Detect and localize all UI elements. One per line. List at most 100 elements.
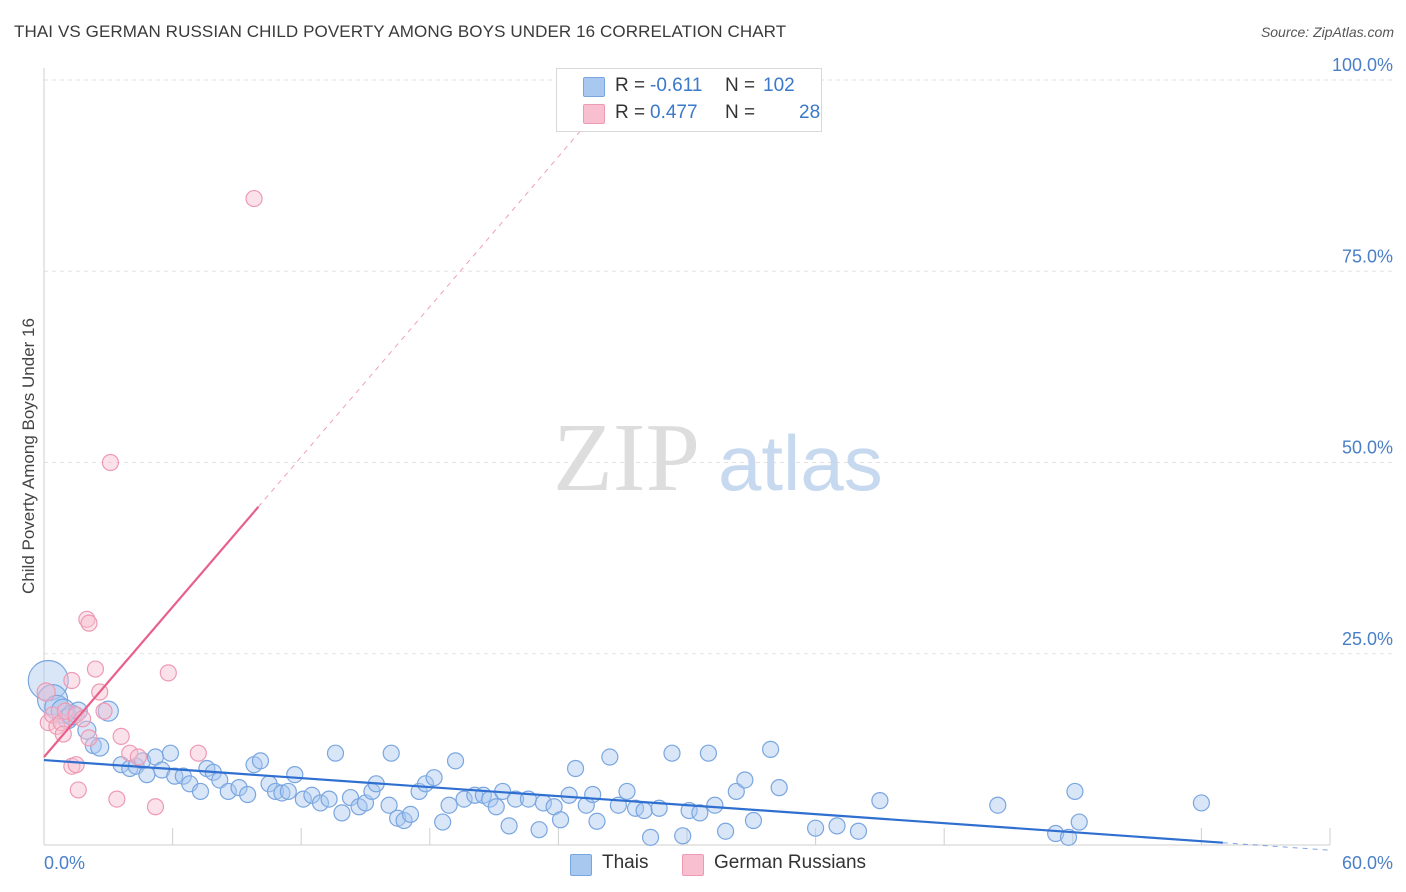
thai-point [601,748,619,766]
thai-point [1059,828,1078,846]
correlation-legend: R = -0.611 N = 102 R = 0.477 N = 28 [556,68,822,132]
r-label: R = [615,75,646,96]
thai-point [161,744,180,762]
thai-point [871,792,889,810]
thai-point [699,744,718,762]
german-russian-trend-extension [257,118,591,508]
watermark-zip: ZIP [553,404,700,512]
thai-point [395,811,413,830]
thai-point [551,811,570,829]
watermark: ZIP atlas [553,404,883,512]
y-tick-label: 75.0% [1342,246,1393,266]
thai-point [706,796,724,814]
thai-point [382,744,400,762]
german-russian-point [121,744,139,762]
thais-swatch [583,77,605,97]
thai-point [380,796,398,814]
german-russian-point [95,702,113,720]
thai-point [641,828,660,846]
german-russians-swatch [583,104,605,124]
thai-point [1066,782,1084,801]
thai-trend-line [43,758,1223,844]
thai-point [286,766,304,784]
thai-point [455,790,473,808]
thai-point [239,785,257,804]
german-russian-trend-line [43,506,260,758]
n-label: N = [725,102,756,123]
thai-point [434,813,452,831]
points-layer [27,189,1211,846]
x-tick-label-min: 0.0% [44,853,85,873]
thai-point [770,779,788,797]
thai-point [326,744,345,762]
series-legend: Thais German Russians [0,852,1406,880]
german-russian-point [146,798,165,816]
n-value: 102 [763,75,795,96]
thai-point [849,822,868,840]
german-russian-point [67,756,85,774]
thai-point [191,782,210,801]
thai-point [279,782,297,801]
y-tick-label: 100.0% [1332,55,1393,75]
thai-point [736,771,754,789]
thai-point [618,782,636,801]
german-russian-point [101,453,120,472]
german-russian-point [63,671,81,690]
n-value: 28 [799,102,821,123]
legend-label-thais: Thais [602,852,649,873]
thai-point [744,811,763,830]
thai-point [506,790,525,808]
thai-point [806,819,825,837]
thai-point [716,822,735,840]
thai-point [691,804,709,822]
thai-point [663,744,681,762]
thai-point [273,784,291,802]
thai-point [584,785,602,804]
thai-point [674,827,692,845]
thai-point [341,788,360,807]
thai-point [266,782,285,801]
thai-point [311,794,330,812]
thai-point [230,779,248,797]
german-russian-point [69,781,87,799]
grid-layer [44,79,1392,655]
chart-title: THAI VS GERMAN RUSSIAN CHILD POVERTY AMO… [14,22,787,41]
y-tick-label: 25.0% [1342,629,1393,649]
thai-point [320,790,338,808]
thai-point [566,759,585,778]
thai-point [989,796,1007,814]
thai-trend-extension [1222,842,1331,851]
thai-point [44,694,70,720]
german-russian-point [56,702,75,720]
thai-point [219,782,237,801]
german-russian-point [36,682,56,702]
thai-point [560,786,578,804]
thai-point [401,805,420,824]
thai-point [1047,824,1065,843]
thai-point [138,766,156,784]
thai-point [97,700,119,722]
thai-point [446,752,465,770]
thai-point [828,817,846,835]
r-value: 0.477 [650,102,698,123]
german-russian-point [159,664,177,682]
german-russian-point [80,614,98,632]
watermark-atlas: atlas [718,419,883,507]
thai-point [588,812,606,830]
thai-point [251,752,270,770]
thai-point [500,817,518,835]
german-russian-point [108,790,126,808]
n-label: N = [725,75,756,96]
thai-point [761,740,780,758]
y-axis-label: Child Poverty Among Boys Under 16 [19,318,38,594]
trend-layer [43,118,1331,851]
german-russian-point [129,748,147,766]
thai-point [440,796,458,814]
german-russians-legend-swatch [682,854,704,876]
y-tick-label: 50.0% [1342,438,1393,458]
thai-point [1192,794,1211,812]
german-russian-point [80,729,98,747]
thai-point [294,790,312,808]
r-label: R = [615,102,646,123]
